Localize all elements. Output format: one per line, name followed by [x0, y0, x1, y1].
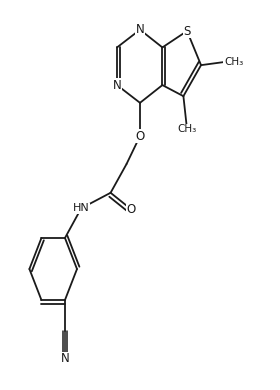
Text: O: O — [135, 129, 145, 143]
Text: O: O — [126, 203, 136, 216]
Text: CH₃: CH₃ — [224, 57, 243, 67]
Text: N: N — [113, 79, 122, 92]
Text: S: S — [183, 25, 191, 37]
Text: N: N — [136, 23, 144, 36]
Text: N: N — [60, 353, 69, 365]
Text: CH₃: CH₃ — [178, 124, 197, 135]
Text: HN: HN — [73, 203, 90, 213]
